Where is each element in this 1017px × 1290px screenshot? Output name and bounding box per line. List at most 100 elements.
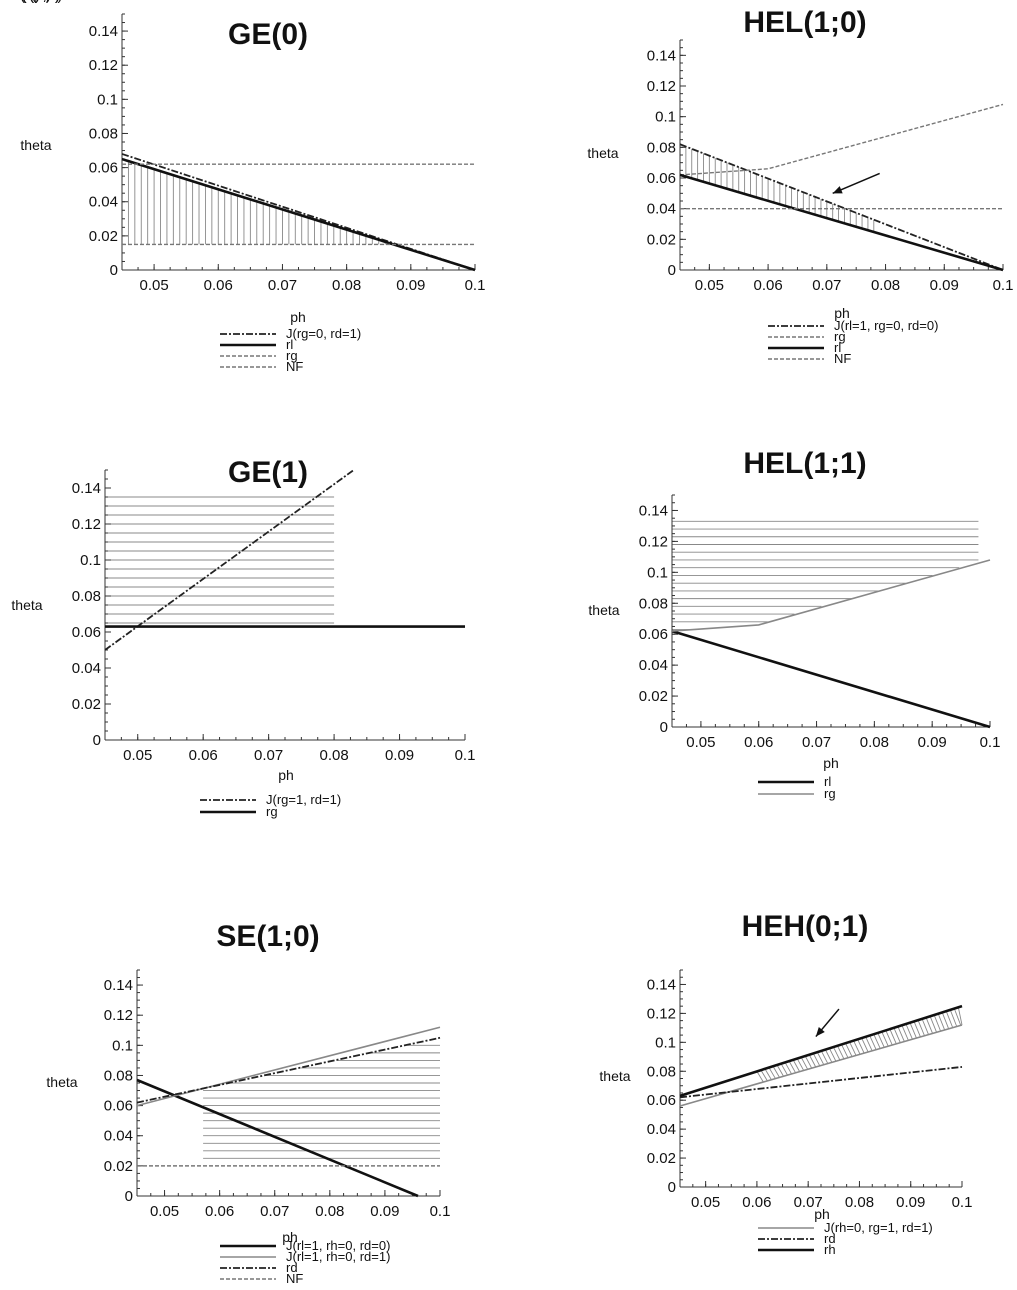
legend-entry: J(rl=1, rh=0, rd=1) xyxy=(286,1249,390,1264)
y-tick-label: 0.12 xyxy=(647,1005,676,1022)
legend-entry: rd xyxy=(286,1260,298,1275)
y-tick-label: 0.1 xyxy=(655,1034,676,1051)
legend: J(rl=1, rh=0, rd=0)J(rl=1, rh=0, rd=1)rd… xyxy=(220,1238,390,1286)
x-tick-label: 0.09 xyxy=(370,1203,399,1220)
y-tick-label: 0.06 xyxy=(104,1098,133,1115)
series-line xyxy=(136,1026,441,1107)
annotation-label: HEH(0;1) xyxy=(0,0,63,4)
x-tick-label: 0.07 xyxy=(254,747,283,764)
x-tick-label: 0.08 xyxy=(332,277,361,294)
series-line xyxy=(104,469,355,651)
y-tick-label: 0.06 xyxy=(647,1092,676,1109)
x-tick-label: 0.1 xyxy=(465,277,486,294)
y-tick-label: 0.1 xyxy=(655,109,676,126)
annotation-label: HEL(1;1) xyxy=(0,0,60,4)
y-tick-label: 0.12 xyxy=(72,516,101,533)
x-tick-label: 0.07 xyxy=(812,277,841,294)
y-tick-label: 0.12 xyxy=(89,57,118,74)
shaded-region xyxy=(203,1044,440,1159)
x-axis-label: ph xyxy=(814,1206,830,1222)
series-line xyxy=(121,157,476,272)
x-axis-label: ph xyxy=(290,309,306,325)
annotation-label: GE(0) xyxy=(0,0,40,4)
series-line xyxy=(136,1078,419,1198)
x-tick-label: 0.1 xyxy=(993,277,1014,294)
legend-entry: rd xyxy=(824,1231,836,1246)
x-tick-label: 0.06 xyxy=(205,1203,234,1220)
axes xyxy=(671,494,991,728)
x-axis-label: ph xyxy=(834,305,850,321)
x-tick-label: 0.05 xyxy=(686,734,715,751)
chart-5: SE(1;0) 0.05 0.06 0.07 0.08 0.09 0.1 0 0.02 0.04 0… xyxy=(0,0,450,1286)
chart-title: HEH(0;1) xyxy=(742,910,869,943)
y-tick-label: 0 xyxy=(660,719,668,736)
x-tick-label: 0.1 xyxy=(455,747,476,764)
chart-title: GE(1) xyxy=(228,456,308,489)
y-tick-label: 0.14 xyxy=(89,23,118,40)
y-tick-label: 0.14 xyxy=(104,977,133,994)
legend-entry: NF xyxy=(286,1271,303,1286)
y-tick-label: 0.02 xyxy=(72,696,101,713)
x-tick-label: 0.07 xyxy=(260,1203,289,1220)
legend-entry: rg xyxy=(266,804,278,819)
x-axis-label: ph xyxy=(282,1229,298,1245)
legend-entry: NF xyxy=(286,359,303,374)
y-tick-label: 0 xyxy=(110,262,118,279)
x-tick-label: 0.05 xyxy=(139,277,168,294)
arrow-head xyxy=(815,1026,825,1037)
x-tick-label: 0.07 xyxy=(268,277,297,294)
x-tick-label: 0.07 xyxy=(802,734,831,751)
series-line xyxy=(679,173,1004,272)
legend: J(rg=1, rd=1)rg xyxy=(200,792,341,819)
y-tick-label: 0.04 xyxy=(639,657,668,674)
legend-entry: J(rg=0, rd=1) xyxy=(286,326,361,341)
y-tick-label: 0.06 xyxy=(89,160,118,177)
legend-entry: rl xyxy=(286,337,293,352)
chart-title: GE(0) xyxy=(228,18,308,51)
x-tick-label: 0.09 xyxy=(930,277,959,294)
x-tick-label: 0.05 xyxy=(150,1203,179,1220)
y-tick-label: 0.14 xyxy=(72,480,101,497)
x-tick-label: 0.08 xyxy=(319,747,348,764)
legend-entry: rg xyxy=(834,329,846,344)
y-tick-label: 0 xyxy=(668,1179,676,1196)
x-tick-label: 0.05 xyxy=(695,277,724,294)
x-tick-label: 0.09 xyxy=(896,1194,925,1211)
y-tick-label: 0.14 xyxy=(647,976,676,993)
series-line xyxy=(679,1024,963,1107)
x-tick-label: 0.06 xyxy=(753,277,782,294)
y-tick-label: 0.02 xyxy=(647,231,676,248)
chart-title: SE(1;0) xyxy=(216,920,319,953)
legend-entry: J(rg=1, rd=1) xyxy=(266,792,341,807)
shaded-region xyxy=(756,1007,963,1083)
y-tick-label: 0.14 xyxy=(647,47,676,64)
legend-entry: rg xyxy=(286,348,298,363)
y-tick-label: 0.06 xyxy=(72,624,101,641)
y-axis-label: theta xyxy=(20,137,51,153)
legend-entry: rl xyxy=(834,340,841,355)
chart-4: HEL(1;1) 0.05 0.06 0.07 0.08 0.09 0.1 0 0.02 0.04… xyxy=(0,0,1000,801)
x-tick-label: 0.05 xyxy=(691,1194,720,1211)
y-tick-label: 0.06 xyxy=(639,626,668,643)
y-tick-label: 0.04 xyxy=(104,1128,133,1145)
series-line xyxy=(671,559,991,632)
x-tick-label: 0.08 xyxy=(860,734,889,751)
legend-entry: NF xyxy=(834,351,851,366)
axes xyxy=(121,13,476,271)
x-tick-label: 0.09 xyxy=(385,747,414,764)
x-tick-label: 0.09 xyxy=(396,277,425,294)
x-tick-label: 0.07 xyxy=(794,1194,823,1211)
chart-3: GE(1) 0.05 0.06 0.07 0.08 0.09 0.1 0 0.02 0.04 0.0… xyxy=(0,0,475,819)
y-tick-label: 0 xyxy=(93,732,101,749)
axes xyxy=(679,969,963,1188)
y-tick-label: 0.08 xyxy=(639,595,668,612)
y-tick-label: 0.1 xyxy=(112,1037,133,1054)
legend-entry: J(rl=1, rh=0, rd=0) xyxy=(286,1238,390,1253)
x-tick-label: 0.08 xyxy=(845,1194,874,1211)
chart-title: HEL(1;1) xyxy=(743,447,866,480)
chart-1: GE(0) 0.05 0.06 0.07 0.08 0.09 0.1 0 0.02 0.04 0.0… xyxy=(0,0,485,374)
